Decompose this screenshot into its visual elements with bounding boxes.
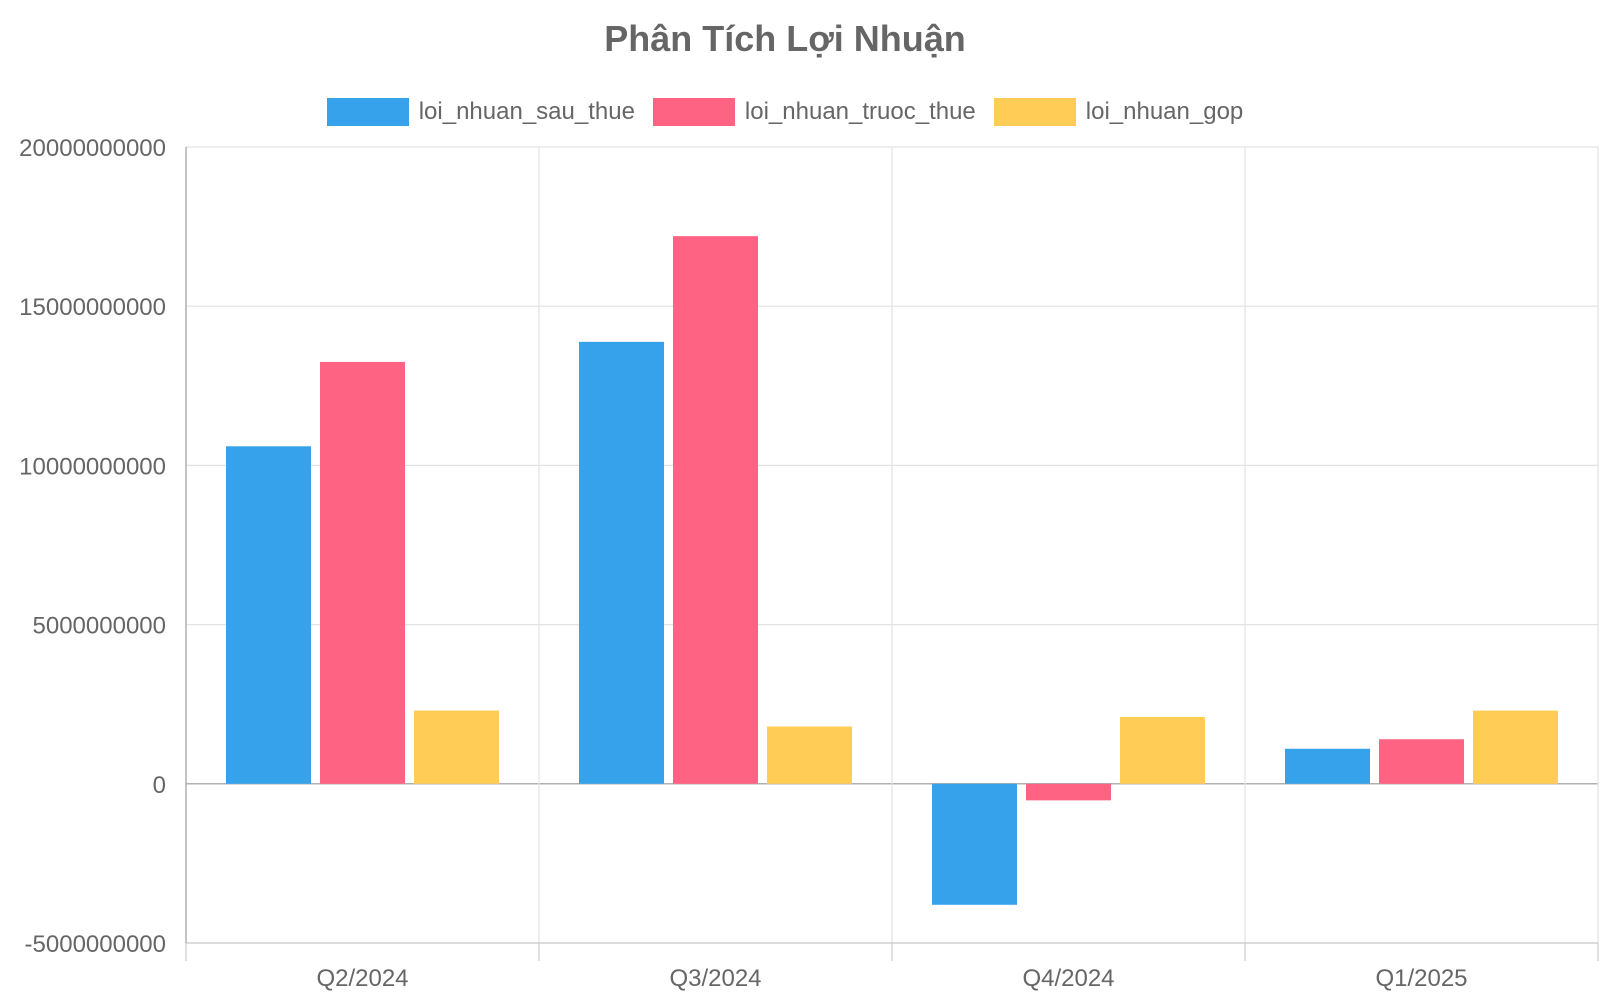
legend-item-gop[interactable]: loi_nhuan_gop bbox=[993, 98, 1244, 126]
bar-loi_nhuan_sau_thue-Q3/2024 bbox=[579, 341, 664, 784]
legend-label: loi_nhuan_gop bbox=[1085, 98, 1244, 125]
bar-loi_nhuan_gop-Q4/2024 bbox=[1120, 716, 1205, 784]
legend-label: loi_nhuan_truoc_thue bbox=[744, 98, 976, 125]
bar-loi_nhuan_truoc_thue-Q1/2025 bbox=[1379, 739, 1464, 784]
y-tick-label: 5000000000 bbox=[33, 613, 166, 640]
bar-loi_nhuan_sau_thue-Q4/2024 bbox=[932, 783, 1017, 905]
x-tick-label: Q1/2025 bbox=[1375, 965, 1467, 992]
chart-title: Phân Tích Lợi Nhuận bbox=[604, 18, 966, 59]
bar-loi_nhuan_truoc_thue-Q4/2024 bbox=[1026, 783, 1111, 801]
y-tick-label: 0 bbox=[153, 772, 166, 799]
x-tick-label: Q3/2024 bbox=[669, 965, 761, 992]
bar-loi_nhuan_gop-Q2/2024 bbox=[414, 710, 499, 784]
legend: loi_nhuan_sau_thue loi_nhuan_truoc_thue … bbox=[0, 98, 1570, 126]
bar-loi_nhuan_sau_thue-Q2/2024 bbox=[226, 446, 311, 784]
bar-loi_nhuan_truoc_thue-Q3/2024 bbox=[673, 236, 758, 784]
bar-loi_nhuan_gop-Q3/2024 bbox=[767, 726, 852, 784]
legend-swatch bbox=[326, 98, 409, 126]
y-tick-label: 20000000000 bbox=[19, 135, 166, 162]
y-tick-label: 15000000000 bbox=[19, 294, 166, 321]
x-tick-label: Q4/2024 bbox=[1022, 965, 1114, 992]
legend-item-truoc-thue[interactable]: loi_nhuan_truoc_thue bbox=[652, 98, 976, 126]
bar-loi_nhuan_gop-Q1/2025 bbox=[1473, 710, 1558, 784]
x-tick-label: Q2/2024 bbox=[316, 965, 408, 992]
y-tick-label: 10000000000 bbox=[19, 453, 166, 480]
bar-loi_nhuan_sau_thue-Q1/2025 bbox=[1285, 748, 1370, 784]
y-tick-label: -5000000000 bbox=[25, 931, 166, 958]
legend-swatch bbox=[993, 98, 1076, 126]
legend-label: loi_nhuan_sau_thue bbox=[418, 98, 635, 125]
bar-loi_nhuan_truoc_thue-Q2/2024 bbox=[320, 361, 405, 784]
legend-item-sau-thue[interactable]: loi_nhuan_sau_thue bbox=[326, 98, 635, 126]
legend-swatch bbox=[652, 98, 735, 126]
